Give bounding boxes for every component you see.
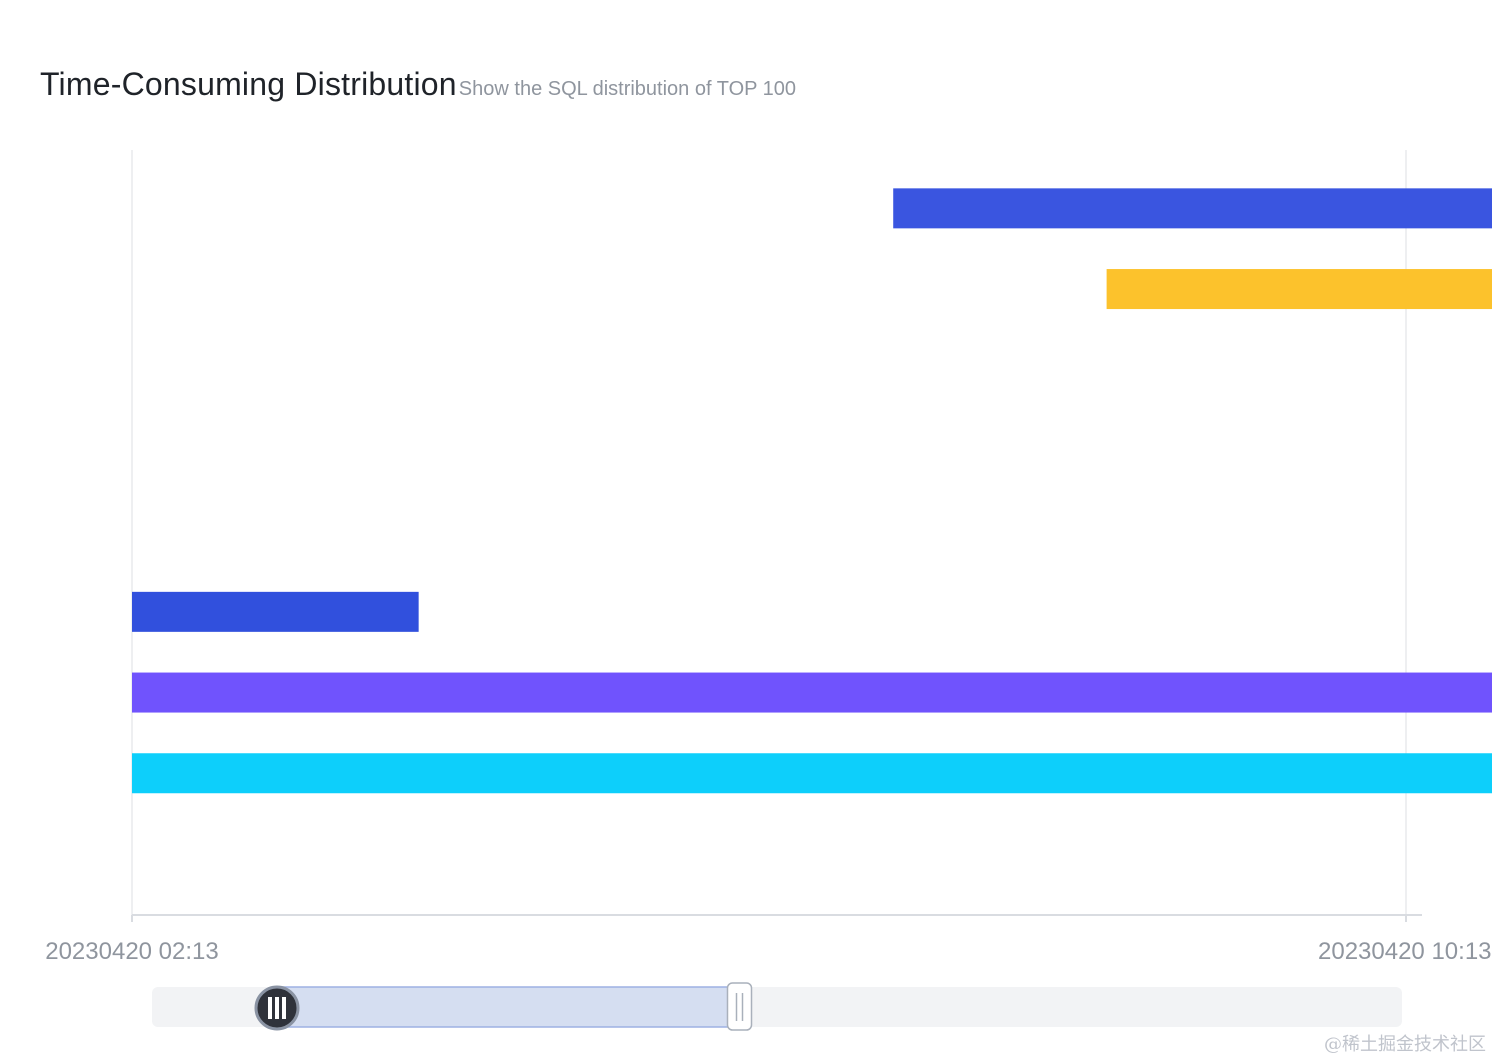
zoom-slider-selection[interactable] [276,986,741,1028]
chart-title: Time-Consuming Distribution [40,66,457,102]
bar-5[interactable] [132,753,1492,794]
chart-subtitle: Show the SQL distribution of TOP 100 [458,78,797,100]
bar-4[interactable] [132,672,1492,713]
x-tick-label-start: 20230420 02:13 [45,938,219,965]
bar-3[interactable] [132,591,419,632]
zoom-slider-right-handle[interactable] [726,982,753,1031]
bar-1[interactable] [1106,269,1492,310]
zoom-slider-left-handle[interactable] [254,985,300,1031]
zoom-slider[interactable] [152,982,1402,1031]
chart-header: Time-Consuming Distribution Show the SQL … [40,66,796,103]
x-tick-label-end: 20230420 10:13 [1318,938,1492,965]
bar-series [132,188,1492,794]
watermark: @稀土掘金技术社区 [1324,1034,1486,1055]
bar-0[interactable] [893,188,1492,229]
